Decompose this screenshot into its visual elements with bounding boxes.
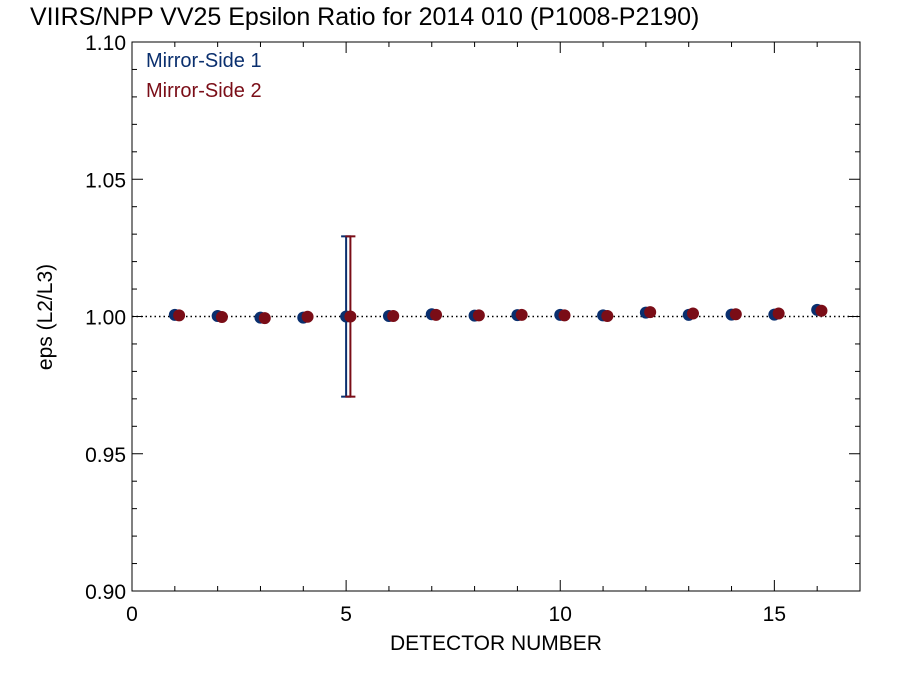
- data-point-series-2: [301, 310, 314, 323]
- legend-entry-mirror-side-2: Mirror-Side 2: [146, 80, 262, 102]
- data-point-series-2: [258, 312, 271, 325]
- y-tick-label: 1.10: [85, 32, 126, 55]
- data-point-series-2: [772, 307, 785, 320]
- x-tick-label: 10: [549, 603, 572, 626]
- data-point-series-2: [815, 304, 828, 317]
- x-axis-label: DETECTOR NUMBER: [390, 632, 602, 655]
- data-point-series-2: [387, 309, 400, 322]
- data-point-series-2: [173, 309, 186, 322]
- y-tick-label: 0.90: [85, 581, 126, 604]
- y-tick-label: 0.95: [85, 444, 126, 467]
- tick-labels: 0 5 10 15 0.90 0.95 1.00 1.05 1.10: [85, 32, 786, 626]
- axis-ticks: [131, 41, 861, 592]
- chart-title: VIIRS/NPP VV25 Epsilon Ratio for 2014 01…: [30, 3, 699, 31]
- legend: Mirror-Side 1 Mirror-Side 2: [146, 50, 262, 102]
- data-point-series-2: [558, 309, 571, 322]
- data-point-series-2: [729, 308, 742, 321]
- data-point-series-2: [344, 310, 357, 323]
- y-axis-label: eps (L2/L3): [34, 264, 57, 370]
- x-tick-label: 0: [126, 603, 138, 626]
- y-tick-label: 1.00: [85, 307, 126, 330]
- data-point-series-2: [515, 308, 528, 321]
- data-points: [168, 303, 828, 325]
- data-point-series-2: [601, 309, 614, 322]
- data-point-series-2: [686, 307, 699, 320]
- x-tick-label: 5: [340, 603, 352, 626]
- data-point-series-2: [472, 309, 485, 322]
- x-tick-label: 15: [763, 603, 786, 626]
- y-tick-label: 1.05: [85, 169, 126, 192]
- data-point-series-2: [430, 308, 443, 321]
- data-point-series-2: [215, 311, 228, 324]
- legend-entry-mirror-side-1: Mirror-Side 1: [146, 50, 262, 72]
- data-point-series-2: [644, 306, 657, 319]
